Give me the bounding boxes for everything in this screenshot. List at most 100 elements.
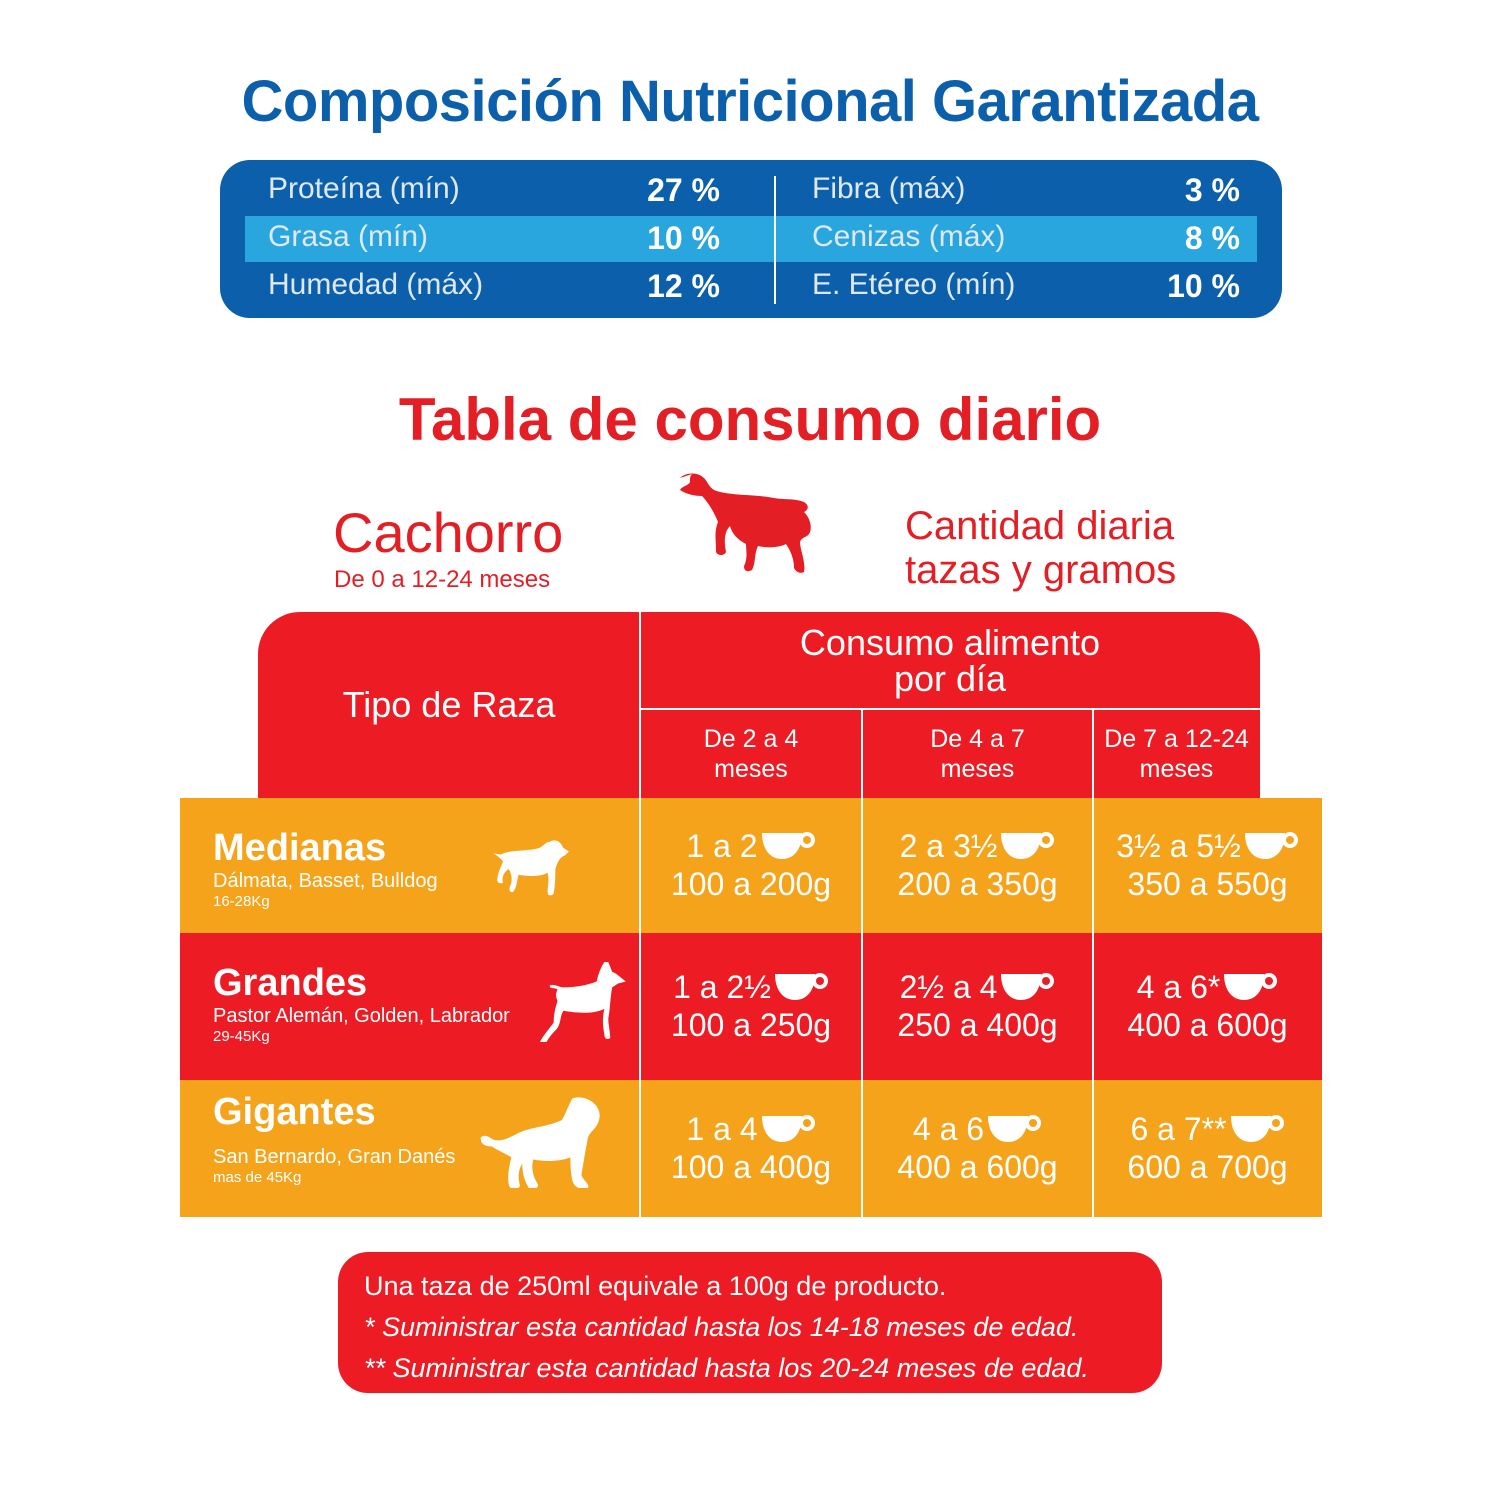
nutrition-highlight-row [245,216,1257,262]
header-consumption: Consumo alimento por día [640,618,1260,704]
nutrient-label: Humedad (máx) [268,268,484,301]
cup-range: 4 a 6 [912,1110,985,1147]
stage-title: Cachorro [333,501,564,564]
breed-examples: Dálmata, Basset, Bulldog [213,870,438,892]
nutrient-value: 10 % [647,220,720,256]
age-unit: meses [1139,755,1214,783]
intake-cell: 3½ a 5½ 350 a 550g [1093,798,1322,933]
cup-range: 2½ a 4 [899,968,998,1005]
cup-range: 1 a 2½ [673,968,771,1005]
table-row [180,1080,1322,1217]
nutrient-value: 3 % [1184,172,1240,208]
footer-notes: Una taza de 250ml equivale a 100g de pro… [338,1252,1162,1393]
gram-range: 100 a 250g [670,1006,832,1043]
cup-amount: 4 a 6 [913,1111,1042,1147]
cup-range: 1 a 4 [686,1110,758,1147]
age-range: De 2 a 4 [703,725,799,753]
cup-icon [774,972,828,1000]
gram-range: 200 a 350g [897,865,1058,902]
age-range: De 4 a 7 [930,725,1025,753]
cup-icon [761,1114,815,1142]
cup-range: 2 a 3½ [899,827,998,864]
breed-label: Medianas Dálmata, Basset, Bulldog 16-28Kg [213,826,438,910]
gram-range: 100 a 200g [670,865,832,902]
breed-weight: 16-28Kg [213,893,270,910]
breed-label: Gigantes San Bernardo, Gran Danés mas de 4… [213,1090,455,1186]
nutrient-label: Cenizas (máx) [812,220,1006,253]
cup-range: 6 a 7** [1130,1110,1227,1147]
dog-icon [680,473,811,573]
header-age-column: De 7 a 12-24 meses [1093,710,1260,798]
cup-amount: 3½ a 5½ [1116,828,1299,864]
gram-range: 250 a 400g [897,1006,1058,1043]
age-unit: meses [714,755,788,783]
header-consumption-line1: Consumo alimento [799,622,1101,663]
cup-amount: 2 a 3½ [900,828,1056,864]
quantity-caption-line1: Cantidad diaria [905,504,1175,548]
stage-subtitle: De 0 a 12-24 meses [334,566,551,593]
cup-amount: 1 a 4 [686,1111,815,1147]
header-age-column: De 4 a 7 meses [862,710,1093,798]
intake-cell: 4 a 6 400 a 600g [862,1080,1093,1217]
cup-amount: 4 a 6* [1137,969,1279,1005]
footer-note-2: ** Suministrar esta cantidad hasta los 2… [364,1353,1089,1383]
quantity-caption-line2: tazas y gramos [905,548,1177,592]
breed-size-name: Gigantes [213,1091,376,1133]
intake-cell: 1 a 4 100 a 400g [640,1080,862,1217]
age-unit: meses [940,755,1015,783]
quantity-caption: Cantidad diaria tazas y gramos [905,504,1176,592]
intake-cell: 2 a 3½ 200 a 350g [862,798,1093,933]
gram-range: 350 a 550g [1127,865,1288,902]
nutrition-divider [774,176,776,304]
dog-silhouette-icon [456,1096,606,1193]
nutrition-title: Composición Nutricional Garantizada [241,69,1259,134]
footer-cup-equivalence: Una taza de 250ml equivale a 100g de pro… [364,1271,947,1301]
intake-cell: 2½ a 4 250 a 400g [862,933,1093,1080]
cup-range: 4 a 6* [1136,968,1221,1005]
consumption-title: Tabla de consumo diario [398,386,1102,453]
header-breed-type: Tipo de Raza [342,684,556,725]
gram-range: 100 a 400g [670,1148,832,1185]
gram-range: 400 a 600g [1127,1006,1288,1043]
cup-amount: 1 a 2½ [673,969,829,1005]
cup-icon [1230,1114,1284,1142]
nutrient-label: Fibra (máx) [812,172,966,205]
nutrient-value: 10 % [1167,268,1240,304]
nutrient-label: E. Etéreo (mín) [812,268,1016,301]
cup-range: 3½ a 5½ [1116,827,1241,864]
gram-range: 400 a 600g [897,1148,1058,1185]
cup-icon [1001,831,1055,859]
cup-amount: 2½ a 4 [900,969,1056,1005]
cup-range: 1 a 2 [686,827,758,864]
breed-size-name: Grandes [213,962,368,1004]
cup-icon [1001,972,1055,1000]
breed-examples: Pastor Alemán, Golden, Labrador [213,1005,510,1027]
gram-range: 600 a 700g [1127,1148,1288,1185]
cup-amount: 1 a 2 [686,828,815,864]
cup-amount: 6 a 7** [1130,1111,1284,1147]
dog-silhouette-icon [490,838,580,903]
breed-weight: mas de 45Kg [213,1169,302,1186]
nutrient-label: Proteína (mín) [268,172,460,205]
intake-cell: 1 a 2½ 100 a 250g [640,933,862,1080]
breed-examples: San Bernardo, Gran Danés [213,1146,456,1168]
header-consumption-line2: por día [893,658,1007,699]
nutrient-value: 8 % [1184,220,1240,256]
age-range: De 7 a 12-24 [1104,725,1249,753]
footer-note-1: * Suministrar esta cantidad hasta los 14… [364,1312,1079,1342]
breed-weight: 29-45Kg [213,1028,270,1045]
breed-size-name: Medianas [213,827,387,869]
cup-icon [1244,831,1298,859]
header-age-column: De 2 a 4 meses [640,710,862,798]
cup-icon [761,831,815,859]
intake-cell: 1 a 2 100 a 200g [640,798,862,933]
intake-cell: 4 a 6* 400 a 600g [1093,933,1322,1080]
nutrient-value: 27 % [647,172,720,208]
nutrient-value: 12 % [647,268,720,304]
table-row [180,933,1322,1080]
nutrient-label: Grasa (mín) [268,220,429,253]
intake-cell: 6 a 7** 600 a 700g [1093,1080,1322,1217]
table-row [180,798,1322,933]
breed-label: Grandes Pastor Alemán, Golden, Labrador 29… [213,961,510,1045]
cup-icon [988,1114,1042,1142]
